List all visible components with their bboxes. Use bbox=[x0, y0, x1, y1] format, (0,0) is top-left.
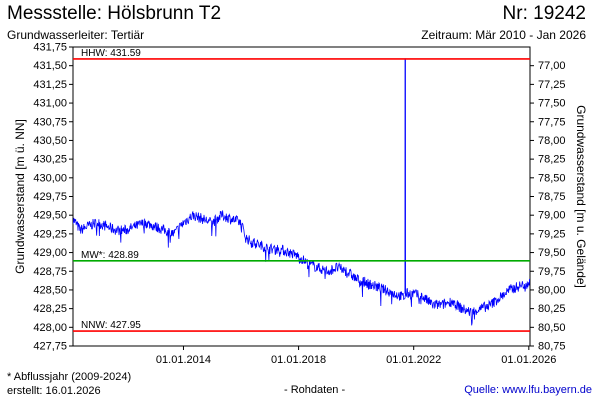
ref-line-nnw-label: NNW: 427.95 bbox=[81, 320, 141, 331]
plot-frame bbox=[72, 46, 531, 347]
ref-line-mw-label: MW*: 428.89 bbox=[81, 250, 139, 261]
y-right-tick-label-12: 80,00 bbox=[538, 284, 566, 296]
series-line bbox=[73, 210, 530, 326]
station-title: Messstelle: Hölsbrunn T2 bbox=[7, 3, 222, 24]
y-tick-label-5: 429,00 bbox=[33, 247, 67, 259]
footnote: * Abflussjahr (2009-2024) bbox=[7, 371, 132, 383]
y-tick-label-7: 429,50 bbox=[33, 210, 67, 222]
ref-line-hhw-label: HHW: 431.59 bbox=[81, 48, 141, 59]
y-tick-label-2: 428,25 bbox=[33, 303, 67, 315]
y-right-tick-label-6: 78,50 bbox=[538, 172, 566, 184]
y-right-tick-label-4: 78,00 bbox=[538, 135, 566, 147]
y-right-tick-label-0: 77,00 bbox=[538, 60, 566, 72]
y-tick-label-13: 431,00 bbox=[33, 98, 67, 110]
y-axis-label: Grundwasserstand [m ü. NN] bbox=[13, 119, 27, 274]
created-date: erstellt: 16.01.2026 bbox=[7, 385, 101, 397]
y-axis-label-right: Grundwasserstand [m u. Gelände] bbox=[574, 105, 588, 288]
period-label: Zeitraum: Mär 2010 - Jan 2026 bbox=[421, 28, 586, 42]
y-tick-label-0: 427,75 bbox=[33, 341, 67, 353]
y-tick-label-11: 430,50 bbox=[33, 135, 67, 147]
y-right-tick-label-8: 79,00 bbox=[538, 210, 566, 222]
y-tick-label-15: 431,50 bbox=[33, 60, 67, 72]
y-tick-label-12: 430,75 bbox=[33, 116, 67, 128]
y-right-tick-label-10: 79,50 bbox=[538, 247, 566, 259]
x-tick-label-0: 01.01.2014 bbox=[156, 354, 211, 366]
y-right-tick-label-2: 77,50 bbox=[538, 98, 566, 110]
y-tick-label-10: 430,25 bbox=[33, 154, 67, 166]
y-right-tick-label-1: 77,25 bbox=[538, 79, 566, 91]
x-tick-label-1: 01.01.2018 bbox=[271, 354, 326, 366]
source-link[interactable]: Quelle: www.lfu.bayern.de bbox=[464, 384, 592, 396]
y-right-tick-label-5: 78,25 bbox=[538, 154, 566, 166]
y-tick-label-14: 431,25 bbox=[33, 79, 67, 91]
x-tick-label-3: 01.01.2026 bbox=[501, 354, 556, 366]
y-right-tick-label-7: 78,75 bbox=[538, 191, 566, 203]
y-right-tick-label-9: 79,25 bbox=[538, 228, 566, 240]
y-tick-label-4: 428,75 bbox=[33, 266, 67, 278]
data-kind-label: - Rohdaten - bbox=[284, 384, 346, 396]
y-tick-label-1: 428,00 bbox=[33, 322, 67, 334]
aquifer-label: Grundwasserleiter: Tertiär bbox=[7, 28, 145, 42]
y-right-tick-label-13: 80,25 bbox=[538, 303, 566, 315]
y-right-tick-label-15: 80,75 bbox=[538, 341, 566, 353]
y-tick-label-8: 429,75 bbox=[33, 191, 67, 203]
y-tick-label-3: 428,50 bbox=[33, 284, 67, 296]
y-right-tick-label-3: 77,75 bbox=[538, 116, 566, 128]
y-tick-label-9: 430,00 bbox=[33, 172, 67, 184]
y-right-tick-label-14: 80,50 bbox=[538, 322, 566, 334]
station-number: Nr: 19242 bbox=[502, 3, 586, 24]
x-tick-label-2: 01.01.2022 bbox=[386, 354, 441, 366]
y-tick-label-6: 429,25 bbox=[33, 228, 67, 240]
y-tick-label-16: 431,75 bbox=[33, 42, 67, 54]
y-right-tick-label-11: 79,75 bbox=[538, 266, 566, 278]
